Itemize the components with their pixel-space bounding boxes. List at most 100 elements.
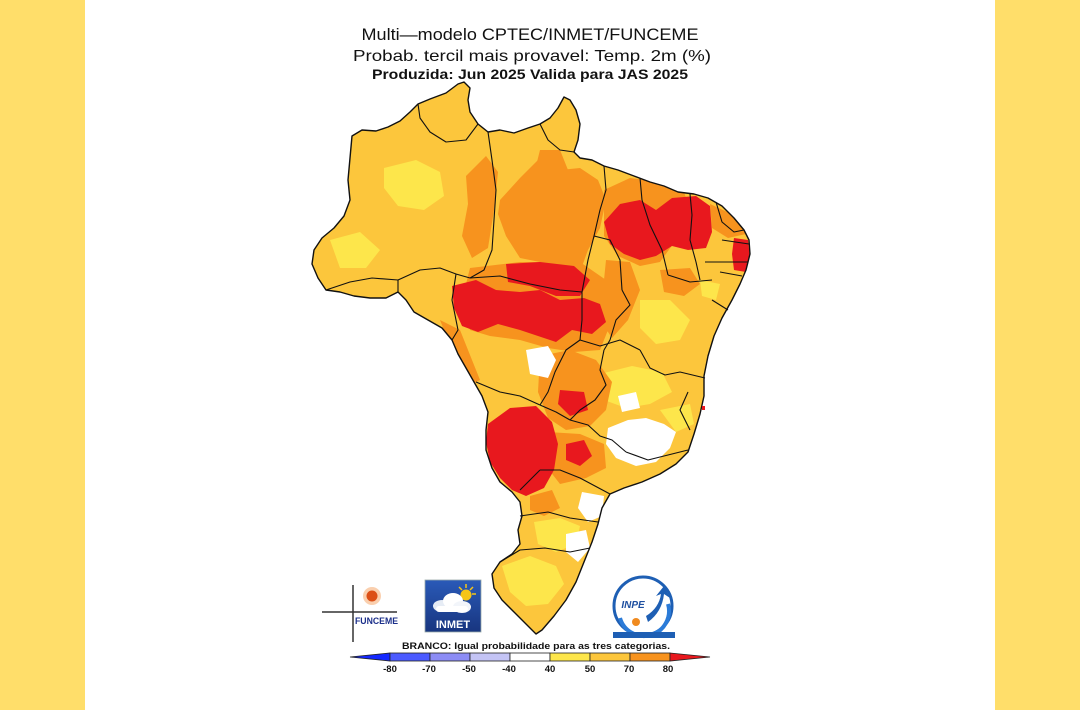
state-border — [469, 275, 583, 293]
state-border — [715, 201, 745, 233]
map-patch-70 — [440, 320, 480, 385]
map-patch-white — [578, 492, 604, 522]
colorbar-segment — [469, 652, 511, 662]
colorbar-tick-label: 40 — [545, 664, 556, 675]
map-patch-70 — [462, 156, 498, 258]
state-border — [711, 299, 729, 311]
state-border — [397, 267, 471, 281]
colorbar-tick-label: -40 — [502, 664, 516, 675]
map-patch-80 — [452, 280, 606, 342]
inpe-banner — [613, 632, 675, 638]
brazil-outline — [311, 81, 751, 635]
map-patch-70 — [530, 490, 560, 516]
state-border — [667, 274, 713, 283]
map-patch-80 — [506, 262, 590, 296]
state-border — [569, 419, 627, 453]
colorbar-segment — [509, 652, 551, 662]
patches-40-50 — [330, 160, 720, 606]
state-border — [689, 193, 701, 281]
state-border — [593, 235, 623, 291]
map-patch-40 — [640, 300, 690, 344]
inpe-dot — [632, 618, 640, 626]
map-patch-40 — [384, 160, 444, 210]
map-patch-40 — [700, 280, 720, 300]
title-line-1: Multi—modelo CPTEC/INMET/FUNCEME — [362, 25, 699, 44]
inmet-label: INMET — [436, 619, 471, 631]
sun-icon — [366, 590, 378, 602]
funceme-logo: FUNCEME — [322, 585, 398, 642]
state-border — [579, 339, 641, 351]
map-patch-white — [526, 346, 556, 378]
legend-caption: BRANCO: Igual probabilidade para as tres… — [402, 641, 670, 652]
patches-equal-probability — [526, 346, 676, 562]
map-patch-white — [606, 418, 676, 466]
state-border — [540, 469, 611, 495]
state-border — [519, 511, 599, 523]
brazil-map — [311, 81, 751, 635]
state-borders — [325, 103, 750, 563]
colorbar-segment — [589, 652, 631, 662]
colorbar-tick-label: -80 — [383, 664, 397, 675]
colorbar-arrow-left — [349, 652, 391, 662]
map-patch-40 — [502, 556, 564, 606]
map-patch-80 — [732, 238, 750, 272]
map-patch-80 — [702, 406, 705, 410]
inpe-arrow — [646, 586, 670, 622]
state-border — [679, 391, 691, 431]
state-border — [721, 239, 750, 245]
color-bar — [349, 652, 711, 662]
colorbar-tick-label: 80 — [663, 664, 674, 675]
state-border — [569, 349, 607, 421]
state-border — [719, 271, 743, 277]
colorbar-ticks: -80 -70 -50 -40 40 50 70 80 — [383, 664, 673, 675]
state-border — [539, 404, 571, 421]
state-border — [499, 547, 591, 563]
state-border — [639, 177, 669, 276]
inpe-label: INPE — [621, 600, 645, 611]
state-border — [639, 349, 706, 379]
map-patch-70 — [660, 268, 700, 296]
colorbar-tick-label: -70 — [422, 664, 436, 675]
colorbar-segment — [629, 652, 671, 662]
state-border — [325, 277, 399, 292]
map-patch-80 — [486, 406, 558, 496]
map-patch-white — [566, 530, 590, 562]
colorbar-segment — [549, 652, 591, 662]
patches-80 — [452, 196, 750, 496]
map-patch-40 — [600, 366, 672, 408]
state-border — [469, 131, 497, 279]
state-border — [417, 103, 479, 143]
colorbar-arrow-right — [669, 652, 711, 662]
state-border — [539, 339, 581, 406]
title-line-3: Produzida: Jun 2025 Valida para JAS 2025 — [372, 66, 688, 82]
state-border — [625, 449, 689, 461]
inpe-logo: INPE — [612, 575, 675, 638]
map-patch-80 — [566, 440, 592, 466]
state-border — [579, 292, 583, 341]
right-margin — [995, 0, 1080, 710]
colorbar-tick-label: -50 — [462, 664, 476, 675]
map-patch-40 — [330, 232, 380, 268]
map-patch-70 — [536, 150, 568, 176]
map-patch-40 — [660, 404, 694, 432]
map-patch-70 — [498, 158, 606, 272]
map-patch-80 — [604, 196, 712, 260]
state-border — [581, 165, 607, 293]
state-border — [451, 273, 459, 341]
state-border — [519, 469, 541, 491]
colorbar-segment — [389, 652, 431, 662]
cloud-icon — [433, 593, 471, 613]
map-patch-white — [618, 392, 640, 412]
sun-icon — [458, 584, 476, 601]
map-patch-70 — [600, 260, 640, 338]
probability-field — [312, 82, 750, 634]
title-line-2: Probab. tercil mais provavel: Temp. 2m (… — [353, 48, 711, 65]
colorbar-tick-label: 50 — [585, 664, 596, 675]
state-border — [475, 381, 541, 406]
funceme-label: FUNCEME — [355, 616, 398, 626]
colorbar-segment — [429, 652, 471, 662]
inmet-logo: INMET — [424, 579, 482, 633]
colorbar-tick-label: 70 — [624, 664, 635, 675]
left-margin — [0, 0, 85, 710]
